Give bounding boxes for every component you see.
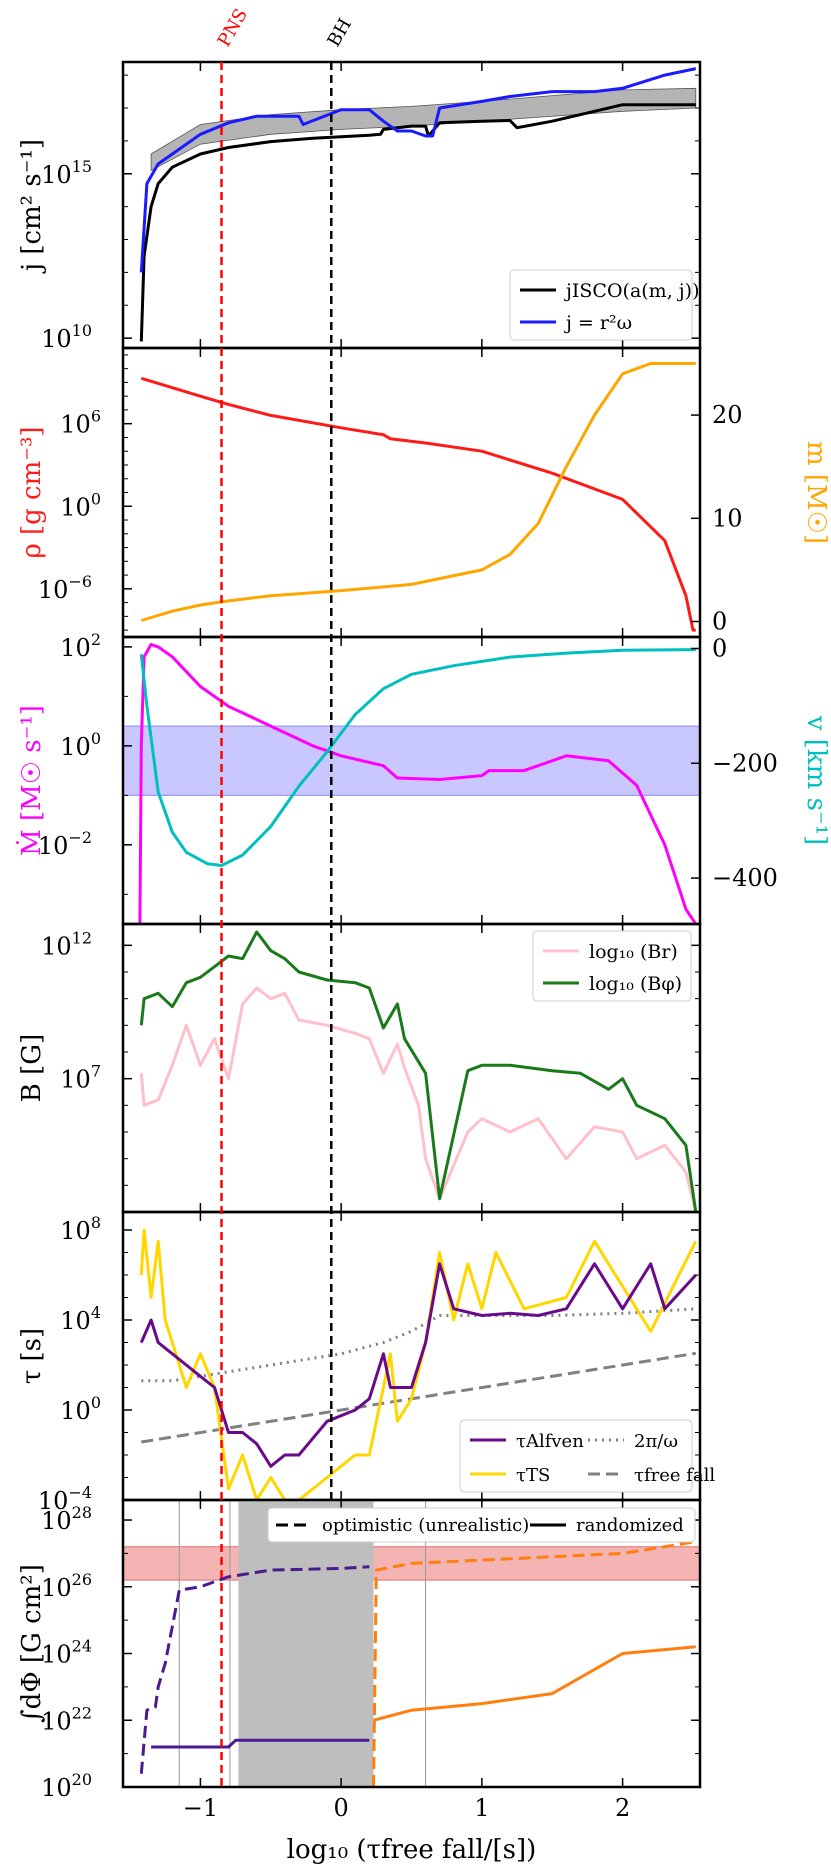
marker-label-bh: BH: [323, 15, 356, 51]
y2-tick-label: −400: [712, 864, 778, 892]
y-tick-label: 106: [60, 407, 101, 439]
y-axis-label: ∫dΦ [G cm²]: [17, 1564, 47, 1723]
panel-frame: [121, 1498, 702, 1789]
legend-label: log₁₀ (Br): [589, 941, 678, 963]
legend-box: [459, 1419, 693, 1493]
y-tick-label: 102: [60, 630, 101, 662]
series-Bphi: [139, 930, 698, 1212]
y-tick-label: 1012: [41, 928, 92, 960]
series-rho: [140, 376, 696, 632]
x-tick-label: 2: [615, 1794, 630, 1822]
series-m: [140, 362, 696, 622]
y-tick-label: 1020: [41, 1770, 92, 1802]
legend-label: τAlfven: [516, 1431, 584, 1452]
y-tick-label: 107: [60, 1062, 101, 1094]
y-axis-label: B [G]: [17, 1034, 47, 1102]
legend-label: j = r²ω: [564, 312, 632, 334]
y-tick-label: 108: [60, 1213, 101, 1245]
plot-area: [139, 1228, 698, 1500]
plot-area: [140, 362, 696, 632]
y-tick-label: 104: [60, 1303, 101, 1335]
y2-tick-label: 0: [712, 634, 727, 662]
y-axis-label: j [cm² s⁻¹]: [17, 139, 47, 274]
legend-label: log₁₀ (Bφ): [589, 973, 682, 995]
x-tick-label: 0: [333, 1794, 348, 1822]
y-tick-label: 100: [60, 1393, 101, 1425]
series-2pi_omega: [141, 1307, 696, 1383]
y-axis-label: ρ [g cm⁻³]: [17, 426, 47, 558]
series-jISCO: [139, 103, 696, 342]
legend-label: τfree fall: [634, 1465, 715, 1486]
series-optimistic_orange: [372, 1540, 697, 1787]
plot-area: [123, 642, 700, 924]
legend-label: 2π/ω: [634, 1431, 678, 1452]
panel-rho-m: 106 100 10−6 0 10 20 ρ [g cm⁻³] m [M☉]: [17, 346, 831, 639]
y2-tick-label: −200: [712, 749, 778, 777]
series-j = r²ω: [139, 67, 697, 273]
series-randomized_orange: [373, 1645, 696, 1722]
y2-axis-label: v [km s⁻¹]: [801, 715, 831, 845]
panel-B: 1012 107 B [G] log₁₀ (Br) log₁₀ (Bφ): [17, 922, 702, 1214]
y2-tick-label: 10: [712, 504, 743, 532]
legend-label: optimistic (unrealistic): [322, 1515, 529, 1536]
y-axis-label: τ [s]: [17, 1328, 47, 1384]
y-tick-label: 1028: [41, 1503, 92, 1535]
series-randomized_purple: [151, 1738, 370, 1749]
y-tick-label: 100: [60, 489, 101, 521]
series-tau_TS: [139, 1228, 698, 1500]
panel-tau: 108 104 100 10−4 τ [s] τAlfven τTS 2π/ω τfree fa…: [17, 1210, 715, 1515]
mdot-band: [123, 725, 700, 796]
series-Mdot: [138, 642, 698, 924]
y2-tick-label: 0: [712, 608, 727, 636]
y-tick-label: 100: [60, 729, 101, 761]
y-tick-label: 1015: [41, 157, 92, 189]
y2-axis-label: m [M☉]: [801, 441, 831, 544]
y-tick-label: 10−4: [38, 1483, 92, 1515]
legend-label: τTS: [516, 1465, 550, 1486]
uncertainty-band: [150, 87, 697, 172]
panel-flux: 1028 1026 1024 1022 1020 ∫dΦ [G cm²] optimisti…: [17, 1498, 702, 1802]
legend-box: [267, 1507, 696, 1543]
y-tick-label: 10−6: [38, 572, 92, 604]
plot-area: [139, 930, 698, 1212]
y-tick-label: 1024: [41, 1637, 92, 1669]
y2-tick-label: 20: [712, 401, 743, 429]
x-axis-label: log₁₀ (τfree fall/[s]): [287, 1835, 537, 1865]
series-tau_free_fall: [141, 1351, 697, 1444]
y-axis-label: Ṁ [M☉ s⁻¹]: [16, 705, 47, 856]
y-tick-label: 1026: [41, 1570, 92, 1602]
plot-area: [123, 1500, 700, 1787]
y-tick-label: 1022: [41, 1703, 92, 1735]
marker-label-pns: PNS: [214, 5, 252, 50]
legend-label: jISCO(a(m, j)): [564, 280, 700, 302]
y-tick-label: 1010: [41, 321, 92, 353]
legend-label: randomized: [576, 1515, 684, 1536]
x-tick-label: −1: [183, 1794, 218, 1822]
series-Br: [139, 986, 698, 1212]
series-tau_Alfven: [139, 1262, 697, 1468]
panel-frame: [121, 346, 702, 639]
gray-span: [238, 1500, 374, 1787]
series-v: [139, 648, 696, 867]
x-tick-label: 1: [474, 1794, 489, 1822]
series-optimistic_purple: [139, 1565, 370, 1774]
